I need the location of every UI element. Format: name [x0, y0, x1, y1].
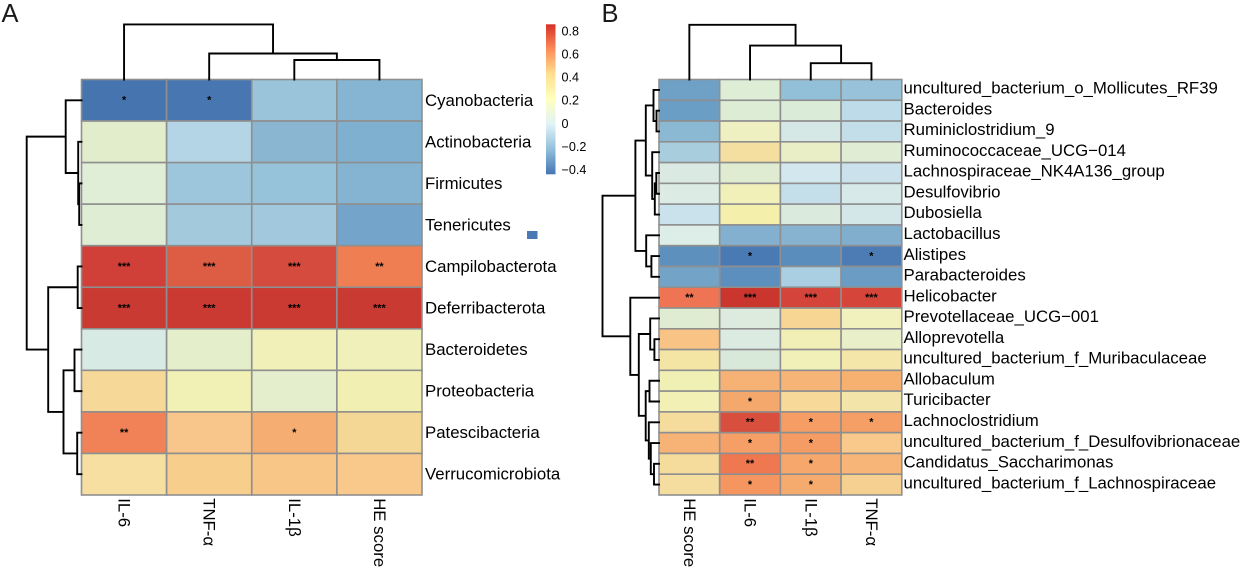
svg-text:Bacteroidetes: Bacteroidetes	[425, 340, 528, 359]
svg-text:*: *	[809, 479, 814, 491]
svg-text:0.2: 0.2	[562, 94, 580, 108]
svg-text:*: *	[869, 250, 874, 262]
svg-text:Deferribacterota: Deferribacterota	[425, 299, 546, 318]
svg-text:*: *	[809, 437, 814, 449]
svg-text:Bacteroides: Bacteroides	[904, 99, 993, 118]
svg-text:−0.4: −0.4	[562, 163, 587, 177]
svg-text:Ruminococcaceae_UCG−014: Ruminococcaceae_UCG−014	[904, 141, 1126, 160]
svg-text:Verrucomicrobiota: Verrucomicrobiota	[425, 465, 561, 484]
svg-text:Dubosiella: Dubosiella	[904, 203, 983, 222]
svg-text:IL-1β: IL-1β	[285, 498, 304, 537]
svg-text:Lactobacillus: Lactobacillus	[904, 224, 1001, 243]
svg-text:Ruminiclostridium_9: Ruminiclostridium_9	[904, 120, 1055, 139]
svg-text:uncultured_bacterium_o_Mollicu: uncultured_bacterium_o_Mollicutes_RF39	[904, 79, 1218, 98]
svg-text:**: **	[375, 261, 384, 273]
svg-text:IL-1β: IL-1β	[801, 498, 820, 537]
svg-text:*: *	[748, 437, 753, 449]
svg-text:*: *	[748, 250, 753, 262]
svg-text:uncultured_bacterium_f_Lachnos: uncultured_bacterium_f_Lachnospiraceae	[904, 473, 1217, 492]
svg-text:***: ***	[203, 302, 216, 314]
svg-text:Tenericutes: Tenericutes	[425, 215, 511, 234]
svg-text:*: *	[869, 417, 874, 429]
svg-text:***: ***	[288, 261, 301, 273]
svg-text:Proteobacteria: Proteobacteria	[425, 382, 535, 401]
svg-text:***: ***	[804, 292, 817, 304]
svg-text:Lachnospiraceae_NK4A136_group: Lachnospiraceae_NK4A136_group	[904, 162, 1165, 181]
svg-text:Alloprevotella: Alloprevotella	[904, 328, 1005, 347]
svg-text:Prevotellaceae_UCG−001: Prevotellaceae_UCG−001	[904, 307, 1099, 326]
svg-text:uncultured_bacterium_f_Desulfo: uncultured_bacterium_f_Desulfovibrionace…	[904, 432, 1241, 451]
svg-text:IL-6: IL-6	[741, 498, 760, 527]
svg-text:Firmicutes: Firmicutes	[425, 174, 502, 193]
svg-text:Candidatus_Saccharimonas: Candidatus_Saccharimonas	[904, 453, 1114, 472]
svg-text:*: *	[809, 417, 814, 429]
svg-text:TNF-α: TNF-α	[200, 498, 219, 546]
svg-text:Actinobacteria: Actinobacteria	[425, 132, 532, 151]
svg-text:Parabacteroides: Parabacteroides	[904, 266, 1026, 285]
svg-text:TNF-α: TNF-α	[862, 498, 881, 546]
svg-text:uncultured_bacterium_f_Muribac: uncultured_bacterium_f_Muribaculaceae	[904, 349, 1207, 368]
svg-text:HE score: HE score	[370, 498, 389, 567]
svg-text:***: ***	[118, 302, 131, 314]
svg-text:Helicobacter: Helicobacter	[904, 286, 998, 305]
svg-text:*: *	[207, 95, 212, 107]
svg-text:***: ***	[373, 302, 386, 314]
svg-text:0: 0	[562, 117, 569, 131]
svg-text:Desulfovibrio: Desulfovibrio	[904, 183, 1001, 202]
svg-text:*: *	[292, 427, 297, 439]
svg-text:0.6: 0.6	[562, 48, 580, 62]
svg-text:0.8: 0.8	[562, 24, 580, 38]
svg-text:0.4: 0.4	[562, 71, 580, 85]
svg-text:*: *	[748, 396, 753, 408]
svg-text:Cyanobacteria: Cyanobacteria	[425, 91, 534, 110]
svg-text:*: *	[748, 479, 753, 491]
svg-text:*: *	[809, 458, 814, 470]
svg-text:−0.2: −0.2	[562, 140, 587, 154]
svg-text:Alistipes: Alistipes	[904, 245, 967, 264]
svg-text:**: **	[685, 292, 694, 304]
svg-text:***: ***	[288, 302, 301, 314]
svg-text:Lachnoclostridium: Lachnoclostridium	[904, 411, 1039, 430]
svg-text:***: ***	[118, 261, 131, 273]
svg-text:**: **	[746, 417, 755, 429]
svg-text:IL-6: IL-6	[115, 498, 134, 527]
svg-text:B: B	[602, 0, 619, 28]
svg-text:*: *	[122, 95, 127, 107]
svg-text:A: A	[2, 0, 19, 28]
svg-text:***: ***	[865, 292, 878, 304]
svg-text:Allobaculum: Allobaculum	[904, 369, 995, 388]
svg-text:Campilobacterota: Campilobacterota	[425, 257, 557, 276]
svg-text:Patescibacteria: Patescibacteria	[425, 423, 540, 442]
svg-text:**: **	[120, 427, 129, 439]
svg-text:**: **	[746, 458, 755, 470]
svg-text:Turicibacter: Turicibacter	[904, 390, 991, 409]
svg-text:HE score: HE score	[680, 498, 699, 567]
svg-text:***: ***	[203, 261, 216, 273]
svg-text:***: ***	[744, 292, 757, 304]
